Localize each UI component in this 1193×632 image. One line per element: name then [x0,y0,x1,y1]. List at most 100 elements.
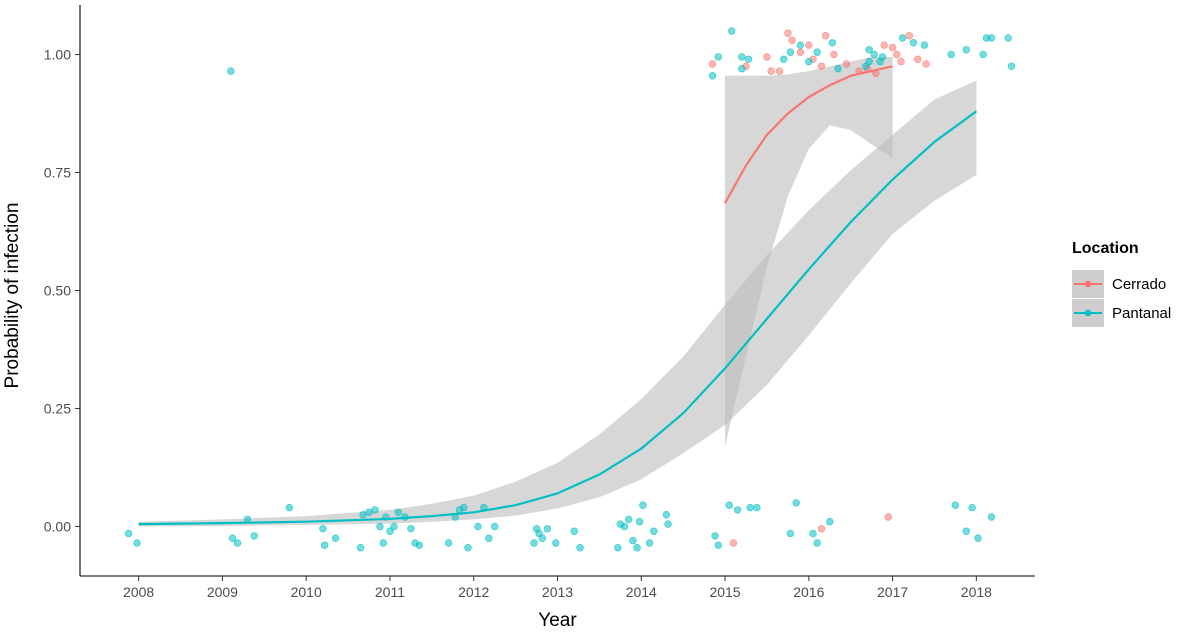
point-pantanal [779,55,788,63]
point-pantanal [708,72,717,80]
point-cerrado [830,50,838,59]
point-pantanal [828,39,836,47]
point-pantanal [809,529,817,538]
point-pantanal [227,67,235,75]
point-pantanal [633,543,641,552]
legend-key-point [1084,309,1092,317]
point-cerrado [763,53,771,61]
point-cerrado [893,50,901,59]
point-cerrado [821,31,830,40]
point-pantanal [714,53,722,61]
point-pantanal [485,534,493,542]
point-pantanal [394,508,402,516]
point-pantanal [614,543,622,552]
point-pantanal [552,539,560,547]
point-pantanal [474,522,482,531]
point-pantanal [124,529,133,538]
point-cerrado [788,36,796,45]
point-pantanal [386,527,394,535]
point-pantanal [390,522,398,531]
legend-title: Location [1072,240,1139,257]
point-pantanal [753,503,761,512]
point-pantanal [356,543,365,552]
ribbon-pantanal [138,80,977,527]
legend: Location Cerrado Pantanal [1072,240,1171,327]
point-pantanal [744,55,753,63]
point-pantanal [987,34,996,42]
point-cerrado [784,29,792,37]
point-pantanal [576,543,584,552]
point-pantanal [979,50,987,59]
confidence-ribbons [138,56,977,527]
point-cerrado [729,539,738,547]
x-tick-label: 2015 [709,584,740,600]
point-pantanal [331,534,340,542]
x-tick-label: 2012 [458,584,489,600]
point-pantanal [133,539,141,547]
point-pantanal [792,499,800,507]
point-pantanal [415,541,423,549]
fit-lines [138,65,978,526]
point-cerrado [767,67,775,75]
data-points [124,27,1016,552]
point-pantanal [826,517,834,526]
point-pantanal [962,46,970,54]
point-pantanal [379,539,387,547]
point-pantanal [464,543,472,552]
x-axis-title: Year [538,610,577,631]
point-cerrado [888,43,897,52]
point-cerrado [897,57,905,66]
point-pantanal [805,57,813,66]
point-pantanal [786,529,795,538]
point-pantanal [796,41,805,49]
point-pantanal [834,64,842,73]
point-pantanal [920,41,929,49]
point-pantanal [624,515,633,524]
x-tick-label: 2009 [207,584,238,600]
point-pantanal [870,50,878,59]
point-pantanal [376,522,384,531]
point-cerrado [775,67,784,75]
point-pantanal [1007,62,1016,71]
fit-line-cerrado [724,65,893,204]
point-cerrado [708,60,717,68]
point-pantanal [538,534,547,542]
point-pantanal [664,520,672,528]
point-cerrado [796,48,805,56]
point-pantanal [570,527,578,535]
legend-label-cerrado: Cerrado [1112,276,1166,293]
point-cerrado [905,31,913,40]
point-pantanal [711,532,719,540]
point-pantanal [645,539,654,547]
point-cerrado [922,60,930,68]
point-cerrado [842,60,851,68]
x-tick-label: 2008 [123,584,154,600]
point-pantanal [727,27,736,35]
point-pantanal [813,48,821,56]
point-pantanal [898,34,907,42]
ribbon-cerrado [725,56,893,447]
x-tick-label: 2011 [375,584,405,600]
point-pantanal [738,64,746,73]
y-axis-title: Probability of infection [2,203,23,389]
axes: 2008 2009 2010 2011 2012 2013 2014 2015 2016 2017… [2,5,1035,631]
point-pantanal [714,541,722,549]
point-pantanal [233,539,242,547]
point-pantanal [620,522,629,531]
legend-label-pantanal: Pantanal [1112,305,1171,322]
legend-key-point [1084,280,1092,288]
point-pantanal [865,57,873,66]
point-pantanal [250,532,258,540]
point-pantanal [662,511,671,519]
point-cerrado [884,513,893,521]
point-pantanal [865,46,873,54]
point-pantanal [460,503,468,512]
point-pantanal [530,539,538,547]
point-pantanal [813,539,821,547]
point-cerrado [913,55,922,63]
point-pantanal [320,541,329,549]
point-pantanal [947,50,955,59]
y-tick-label: 0.75 [44,165,71,181]
point-pantanal [285,503,294,512]
